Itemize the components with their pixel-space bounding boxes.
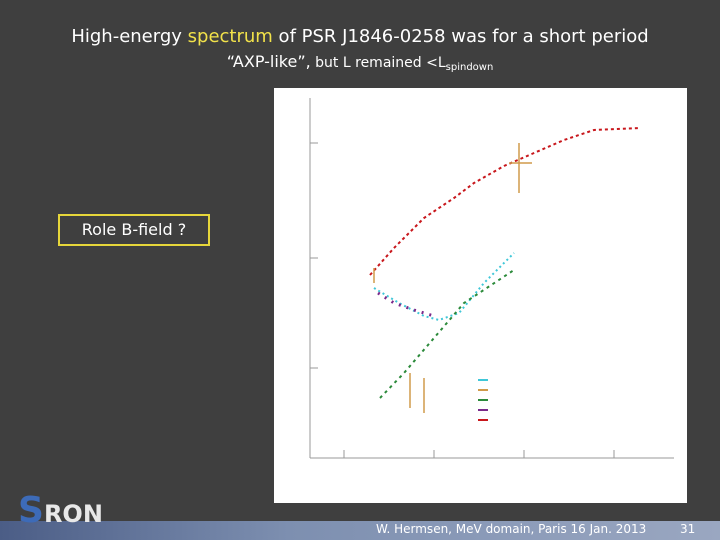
footer-text: W. Hermsen, MeV domain, Paris 16 Jan. 20… — [376, 522, 647, 536]
logo-s: S — [18, 490, 44, 531]
logo: SRON — [18, 490, 103, 531]
title-line: High-energy spectrum of PSR J1846-0258 w… — [0, 26, 720, 47]
purple-spectrum — [377, 291, 435, 318]
figure-axes — [309, 98, 674, 459]
subtitle-line: “AXP-like”, but L remained <Lspindown — [0, 52, 720, 73]
title-text: of PSR J1846-0258 was for a short period — [272, 26, 649, 47]
spectrum-figure — [274, 88, 687, 503]
subtitle-text: but L remained <L — [310, 55, 446, 71]
figure-background — [274, 88, 687, 503]
title-highlight: spectrum — [187, 26, 273, 47]
orange-points — [373, 143, 532, 413]
page-number: 31 — [680, 522, 696, 536]
figure-legend — [478, 379, 488, 421]
green-spectrum — [379, 269, 515, 399]
logo-text: RON — [43, 500, 103, 528]
footer-bar — [0, 521, 720, 540]
annotation-box: Role B-field ? — [58, 214, 210, 246]
title-text: High-energy — [71, 26, 188, 47]
subscript: spindown — [445, 62, 494, 73]
red-spectrum — [369, 127, 641, 276]
subtitle-text: “AXP-like”, — [226, 52, 311, 71]
